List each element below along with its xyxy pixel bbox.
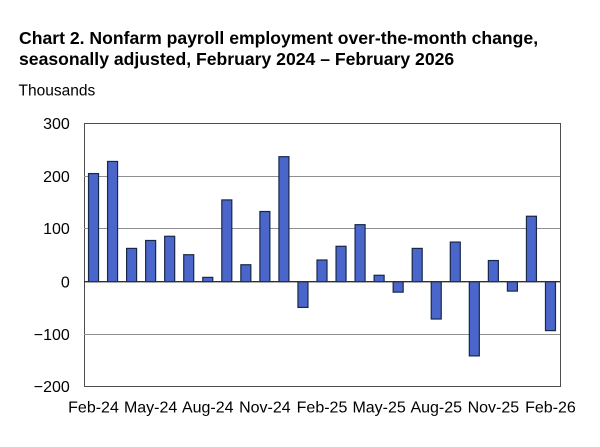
svg-text:Feb-25: Feb-25	[297, 400, 348, 417]
svg-text:−100: −100	[34, 327, 70, 344]
svg-text:seasonally adjusted, February: seasonally adjusted, February 2024 – Feb…	[19, 49, 454, 69]
svg-text:Nov-24: Nov-24	[239, 400, 291, 417]
svg-text:200: 200	[43, 169, 70, 186]
svg-text:Nov-25: Nov-25	[468, 400, 520, 417]
svg-text:Feb-26: Feb-26	[525, 400, 576, 417]
svg-text:Feb-24: Feb-24	[68, 400, 119, 417]
svg-text:Thousands: Thousands	[19, 83, 96, 100]
svg-text:Aug-25: Aug-25	[410, 400, 462, 417]
svg-text:Aug-24: Aug-24	[182, 400, 234, 417]
svg-text:May-24: May-24	[124, 400, 177, 417]
svg-text:May-25: May-25	[352, 400, 405, 417]
svg-text:0: 0	[61, 274, 70, 291]
svg-text:100: 100	[43, 221, 70, 238]
svg-text:−200: −200	[34, 379, 70, 396]
svg-text:300: 300	[43, 116, 70, 133]
svg-text:Chart 2. Nonfarm payroll emplo: Chart 2. Nonfarm payroll employment over…	[19, 28, 538, 48]
